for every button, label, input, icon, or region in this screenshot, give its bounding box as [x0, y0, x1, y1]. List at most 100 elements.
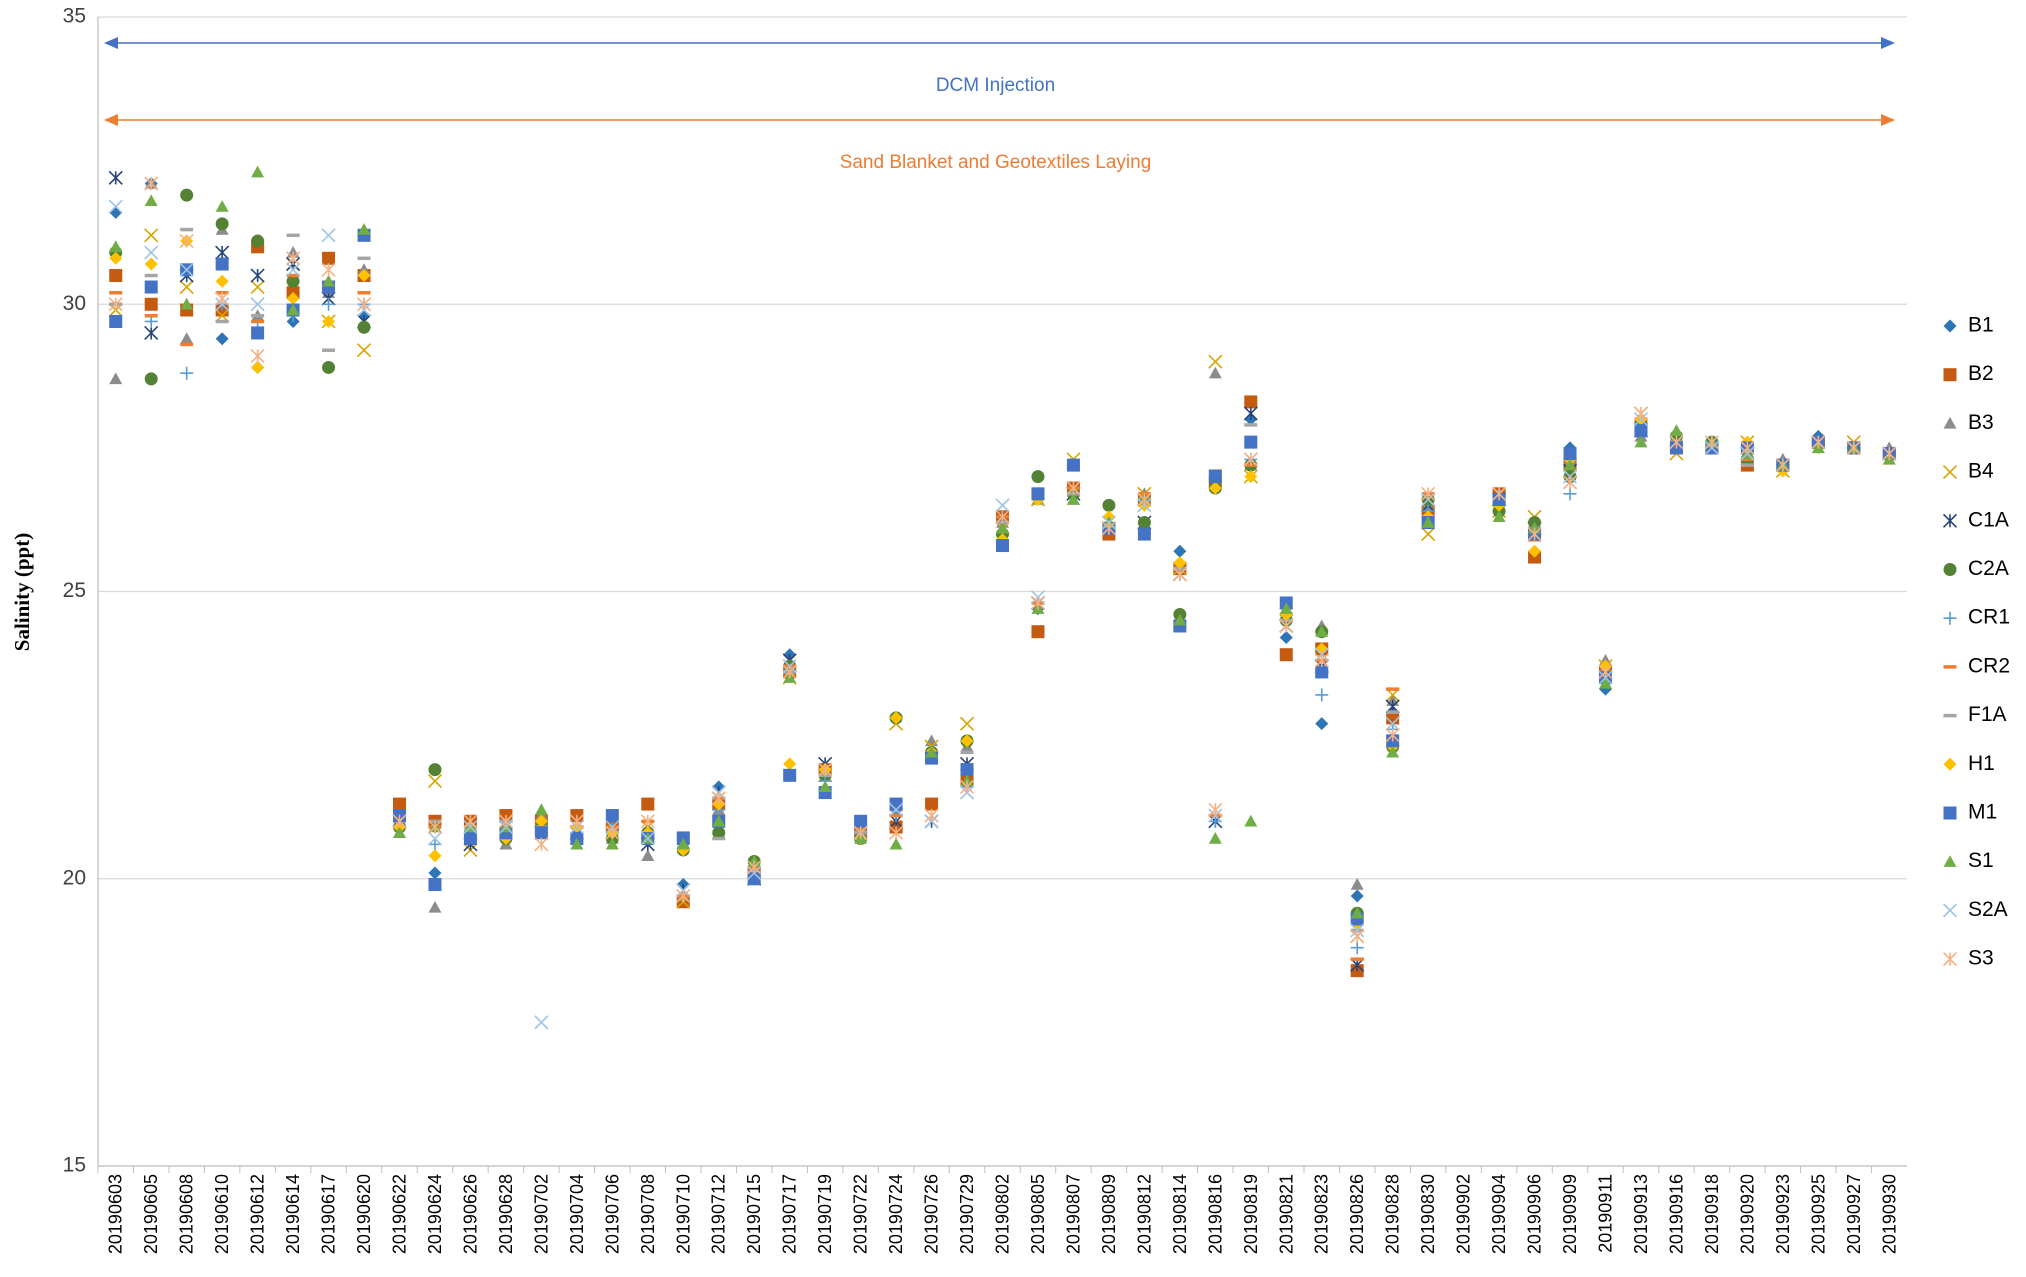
- data-point: [109, 205, 123, 219]
- data-point: [1350, 929, 1365, 944]
- data-point: [215, 332, 229, 346]
- data-point: [569, 814, 584, 829]
- data-point: [570, 837, 584, 850]
- data-point: [818, 780, 832, 793]
- data-point: [428, 763, 442, 777]
- data-point: [925, 797, 939, 811]
- data-point: [1173, 544, 1187, 558]
- data-point: [215, 257, 229, 271]
- legend-label: F1A: [1968, 703, 2007, 726]
- data-point: [1031, 487, 1045, 501]
- data-point: [463, 832, 477, 846]
- y-tick-label: 20: [63, 866, 86, 889]
- data-point: [712, 826, 726, 840]
- data-point: [1882, 446, 1897, 461]
- data-point: [109, 269, 123, 283]
- data-point: [1279, 618, 1294, 634]
- data-point: [960, 763, 974, 777]
- x-tick-label: 20190918: [1702, 1174, 1722, 1254]
- series: [108, 170, 1897, 972]
- data-point: [1102, 498, 1116, 512]
- data-point: [534, 837, 549, 852]
- data-point: [925, 734, 939, 747]
- x-tick-label: 20190712: [709, 1174, 729, 1254]
- x-tick-label: 20190906: [1525, 1174, 1545, 1254]
- x-tick-label: 20190610: [212, 1174, 232, 1254]
- x-tick-label: 20190812: [1134, 1174, 1154, 1254]
- data-point: [1279, 630, 1293, 644]
- x-tick-label: 20190620: [354, 1174, 374, 1254]
- data-point: [995, 509, 1010, 524]
- data-point: [1385, 716, 1400, 731]
- data-point: [889, 837, 903, 850]
- data-point: [1421, 526, 1436, 542]
- series: [109, 228, 1896, 926]
- x-tick-label: 20190819: [1241, 1174, 1261, 1254]
- data-point: [995, 498, 1010, 513]
- data-point: [286, 262, 301, 277]
- data-point: [108, 170, 123, 185]
- data-point: [321, 228, 336, 243]
- data-point: [286, 251, 301, 266]
- data-point: [641, 797, 655, 811]
- legend-label: CR2: [1968, 654, 2010, 677]
- data-point: [1314, 653, 1329, 668]
- data-point: [641, 849, 655, 861]
- data-point: [1101, 521, 1116, 536]
- data-point: [179, 279, 194, 295]
- x-tick-label: 20190826: [1347, 1174, 1367, 1254]
- data-point: [144, 257, 158, 271]
- data-point: [1172, 567, 1187, 582]
- data-point: [1669, 435, 1684, 450]
- data-point: [215, 245, 230, 260]
- data-point: [144, 280, 158, 294]
- data-point: [1244, 435, 1258, 449]
- data-point: [1066, 493, 1080, 505]
- data-point: [109, 314, 123, 328]
- x-tick-label: 20190923: [1773, 1174, 1793, 1254]
- data-point: [1066, 458, 1080, 472]
- data-point: [1421, 516, 1435, 528]
- arrow-head: [1881, 37, 1895, 49]
- legend-marker: [1943, 757, 1957, 771]
- legend-marker: [1943, 855, 1957, 867]
- data-point: [250, 348, 265, 364]
- series: [109, 227, 1896, 933]
- data-point: [428, 837, 442, 851]
- data-point: [1208, 832, 1222, 844]
- x-tick-label: 20190706: [602, 1174, 622, 1254]
- x-tick-label: 20190704: [567, 1174, 587, 1254]
- arrow-head: [104, 37, 118, 49]
- data-point: [1563, 447, 1577, 461]
- x-tick-label: 20190814: [1170, 1174, 1190, 1254]
- data-point: [215, 217, 229, 231]
- data-point: [428, 877, 442, 891]
- data-point: [783, 757, 797, 771]
- data-point: [392, 814, 407, 829]
- data-point: [322, 297, 336, 311]
- x-tick-label: 20190603: [106, 1174, 126, 1254]
- data-point: [676, 888, 691, 904]
- data-point: [1208, 366, 1222, 379]
- x-tick-label: 20190608: [177, 1174, 197, 1254]
- data-point: [180, 188, 194, 202]
- data-point: [251, 165, 265, 178]
- legend-marker: [1943, 416, 1957, 429]
- x-tick-label: 20190821: [1276, 1174, 1296, 1254]
- data-point: [179, 233, 194, 249]
- x-tick-label: 20190823: [1312, 1174, 1332, 1254]
- legend-label: B2: [1968, 362, 1994, 385]
- data-point: [1492, 510, 1506, 523]
- data-point: [534, 826, 548, 840]
- x-tick-label: 20190913: [1631, 1174, 1651, 1254]
- legend-label: S1: [1968, 849, 1994, 872]
- data-point: [1633, 406, 1649, 421]
- x-tick-label: 20190802: [993, 1174, 1013, 1254]
- series: [108, 176, 1897, 944]
- data-point: [1811, 435, 1826, 450]
- data-point: [534, 814, 548, 828]
- data-point: [1031, 625, 1045, 639]
- data-point: [996, 521, 1009, 534]
- data-point: [1030, 595, 1046, 611]
- data-point: [676, 837, 690, 850]
